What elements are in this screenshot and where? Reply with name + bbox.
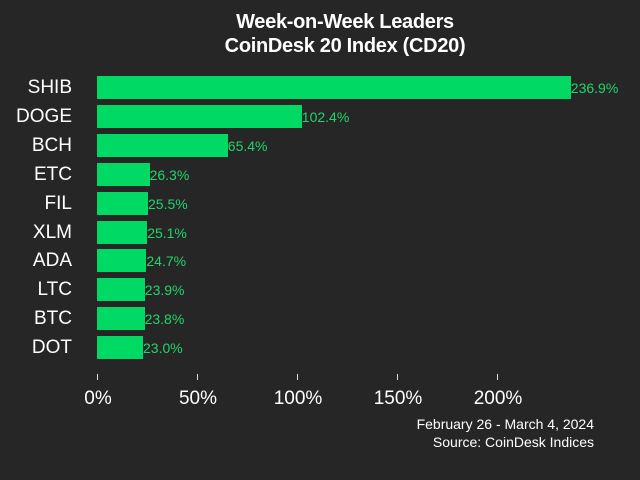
category-label: DOGE xyxy=(16,105,72,127)
value-label: 102.4% xyxy=(301,108,350,125)
chart-title-line1: Week-on-Week Leaders xyxy=(236,11,454,33)
bar xyxy=(97,133,228,157)
category-label: BTC xyxy=(34,308,72,330)
value-label: 26.3% xyxy=(149,166,190,183)
value-label: 23.9% xyxy=(144,282,185,299)
bar-row: SHIB 236.9% xyxy=(0,76,640,99)
category-label: ETC xyxy=(34,163,72,185)
category-label: BCH xyxy=(31,134,72,156)
category-label: FIL xyxy=(44,192,72,214)
value-label: 25.5% xyxy=(148,195,188,212)
chart-title: Week-on-Week Leaders CoinDesk 20 Index (… xyxy=(0,10,640,58)
value-label: 24.7% xyxy=(146,253,187,270)
x-tick xyxy=(297,374,298,380)
category-label: DOT xyxy=(31,337,72,359)
value-label: 236.9% xyxy=(570,80,619,96)
value-label: 25.1% xyxy=(147,224,187,241)
x-tick xyxy=(97,374,98,380)
chart-subtitle: CoinDesk 20 Index (CD20) xyxy=(224,35,466,57)
category-label: SHIB xyxy=(27,77,72,98)
bar-row: DOT 23.0% xyxy=(0,336,640,360)
x-tick xyxy=(397,374,398,380)
bar xyxy=(97,336,143,360)
x-tick xyxy=(197,374,198,380)
bar-row: FIL 25.5% xyxy=(0,191,640,215)
bar-row: XLM 25.1% xyxy=(0,220,640,244)
bar xyxy=(97,307,145,331)
x-tick-label: 50% xyxy=(178,388,218,409)
bar xyxy=(97,191,148,215)
bar-row: ADA 24.7% xyxy=(0,249,640,273)
x-tick-label: 0% xyxy=(84,388,112,409)
bar xyxy=(97,249,147,273)
x-tick-label: 200% xyxy=(473,388,523,409)
bar-row: BCH 65.4% xyxy=(0,133,640,157)
source-note: Source: CoinDesk Indices xyxy=(432,434,594,450)
category-label: XLM xyxy=(32,221,72,243)
bar-row: DOGE 102.4% xyxy=(0,104,640,128)
bar-row: BTC 23.8% xyxy=(0,307,640,331)
bar xyxy=(97,162,150,186)
bar-row: LTC 23.9% xyxy=(0,278,640,302)
value-label: 23.8% xyxy=(144,311,185,328)
category-label: LTC xyxy=(37,279,72,301)
value-label: 65.4% xyxy=(227,137,268,154)
date-range: February 26 - March 4, 2024 xyxy=(416,416,594,432)
bar xyxy=(97,278,145,302)
bar xyxy=(97,104,302,128)
bar xyxy=(97,220,148,244)
category-label: ADA xyxy=(32,250,72,272)
bar xyxy=(97,76,571,99)
value-label: 23.0% xyxy=(143,340,183,357)
x-tick xyxy=(497,374,498,380)
bar-row: ETC 26.3% xyxy=(0,162,640,186)
x-tick-label: 100% xyxy=(273,388,323,409)
x-tick-label: 150% xyxy=(373,388,423,409)
